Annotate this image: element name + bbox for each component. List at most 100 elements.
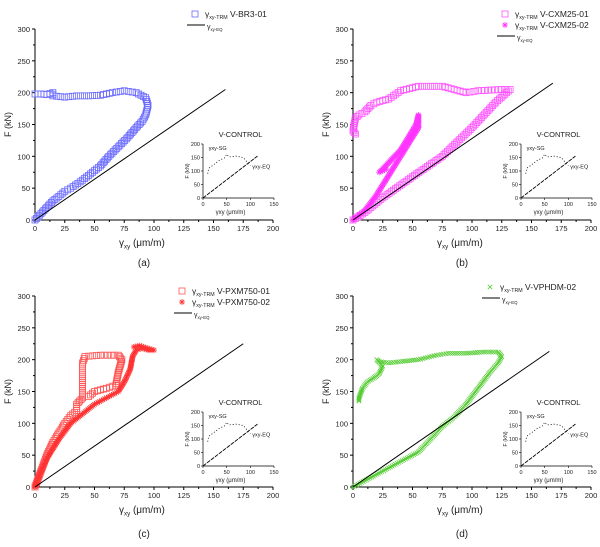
inset-sg-label: γxy-SG (209, 146, 227, 152)
inset-v-control: 0 50 100 150 0 50 100 150 200 V-CONTROL F (kN) γxy … (503, 130, 597, 216)
panel-caption: (d) (456, 529, 468, 540)
square-marker (430, 82, 438, 90)
square-marker (79, 367, 86, 375)
square-marker (89, 92, 96, 100)
star-marker (138, 343, 145, 350)
star-marker (113, 389, 120, 396)
inset-v-control: 0 50 100 150 0 50 100 150 200 V-CONTROL F (kN) γxy … (503, 398, 597, 484)
y-tick-label: 50 (22, 451, 30, 460)
inset-y-label: F (kN) (185, 163, 191, 178)
square-marker (143, 98, 151, 105)
inset-y-tick-label: 150 (509, 424, 518, 430)
inset-y-tick-label: 150 (191, 156, 200, 162)
x-tick-label: 75 (438, 491, 446, 500)
legend-entry: γxy-TRM V-PXM750-01 (192, 286, 270, 298)
symbol: γ (437, 505, 442, 516)
inset-x-tick-label: 150 (587, 470, 596, 476)
inset-y-tick-label: 200 (509, 142, 518, 148)
square-marker (115, 365, 123, 373)
star-marker (123, 373, 130, 380)
square-marker (494, 86, 502, 94)
inset-eq-curve (520, 155, 576, 199)
subscript: xy-TRM (504, 288, 522, 294)
subscript: xy-EQ (198, 315, 211, 320)
series-xy-EQ (352, 82, 554, 221)
square-marker (93, 92, 100, 99)
inset-x-tick-label: 0 (201, 470, 204, 476)
x-tick-label: 50 (90, 224, 98, 233)
star-marker (33, 479, 40, 486)
square-marker (79, 365, 86, 373)
square-marker (116, 361, 124, 369)
inset-x-tick-label: 50 (542, 202, 548, 208)
x-axis-label: γxy (μm/m) (119, 505, 165, 518)
subscript: xy-TRM (519, 26, 537, 32)
x-tick-label: 200 (267, 224, 280, 233)
square-marker (57, 93, 65, 101)
star-marker (108, 392, 115, 399)
legend-entry: γxy-TRM V-PXM750-02 (192, 297, 270, 309)
square-marker (137, 91, 145, 99)
symbol: γ (515, 9, 520, 19)
star-marker (135, 346, 142, 353)
square-marker (87, 391, 94, 399)
star-marker (151, 347, 157, 354)
inset-y-tick-label: 150 (509, 156, 518, 162)
square-marker (419, 82, 426, 90)
square-marker (132, 89, 140, 97)
legend-entry: γxy-TRM V-CXM25-01 (515, 9, 589, 21)
y-tick-label: 300 (335, 25, 348, 34)
square-marker (77, 396, 85, 403)
panel-caption: (c) (138, 529, 150, 540)
y-tick-label: 100 (17, 419, 30, 428)
subscript: xy-TRM (209, 15, 227, 21)
star-marker (40, 462, 47, 469)
cross-marker (488, 349, 494, 355)
square-marker (120, 87, 128, 95)
cross-marker (483, 349, 489, 355)
subscript: xy-TRM (196, 292, 214, 298)
label-rest: V-PXM750-01 (215, 286, 271, 296)
label-rest: (μm/m) (448, 505, 483, 516)
square-marker (107, 351, 115, 359)
y-tick-label: 100 (335, 152, 348, 161)
series-xy-EQ (352, 350, 550, 488)
legend-entry: γxy-TRM V-VPHDM-02 (500, 282, 576, 294)
x-tick-label: 100 (148, 491, 161, 500)
inset-y-tick-label: 100 (509, 169, 518, 175)
inset-x-tick-label: 150 (269, 202, 278, 208)
star-marker (376, 169, 383, 176)
star-marker (132, 343, 139, 350)
square-marker (93, 352, 100, 359)
y-tick-label: 250 (17, 57, 30, 66)
square-marker (351, 130, 359, 138)
star-marker (35, 475, 42, 482)
square-marker (116, 87, 124, 95)
star-marker (93, 400, 100, 407)
cross-marker (377, 368, 383, 374)
cross-marker (461, 350, 467, 356)
square-marker (104, 351, 111, 359)
x-tick-label: 100 (466, 224, 479, 233)
cross-marker (493, 349, 499, 355)
inset-y-tick-label: 50 (512, 451, 518, 457)
x-tick-label: 125 (495, 224, 508, 233)
y-tick-label: 250 (335, 57, 348, 66)
y-tick-label: 150 (335, 121, 348, 130)
subscript: xy (124, 244, 131, 251)
x-tick-label: 150 (207, 224, 220, 233)
inset-v-control: 0 50 100 150 0 50 100 150 200 V-CONTROL F (kN) γxy … (185, 398, 279, 484)
label-rest: V-CXM25-01 (538, 9, 589, 19)
cross-marker (379, 364, 385, 370)
x-tick-label: 150 (525, 224, 538, 233)
square-marker (191, 10, 199, 18)
star-marker (39, 465, 46, 472)
inset-title: V-CONTROL (537, 398, 581, 407)
square-marker (53, 92, 61, 100)
label-rest: V-CXM25-02 (538, 20, 589, 30)
inset-x-tick-label: 100 (564, 470, 573, 476)
x-tick-label: 75 (120, 224, 128, 233)
cross-marker (356, 396, 362, 402)
square-marker (69, 92, 77, 100)
inset-x-tick-label: 0 (201, 202, 204, 208)
